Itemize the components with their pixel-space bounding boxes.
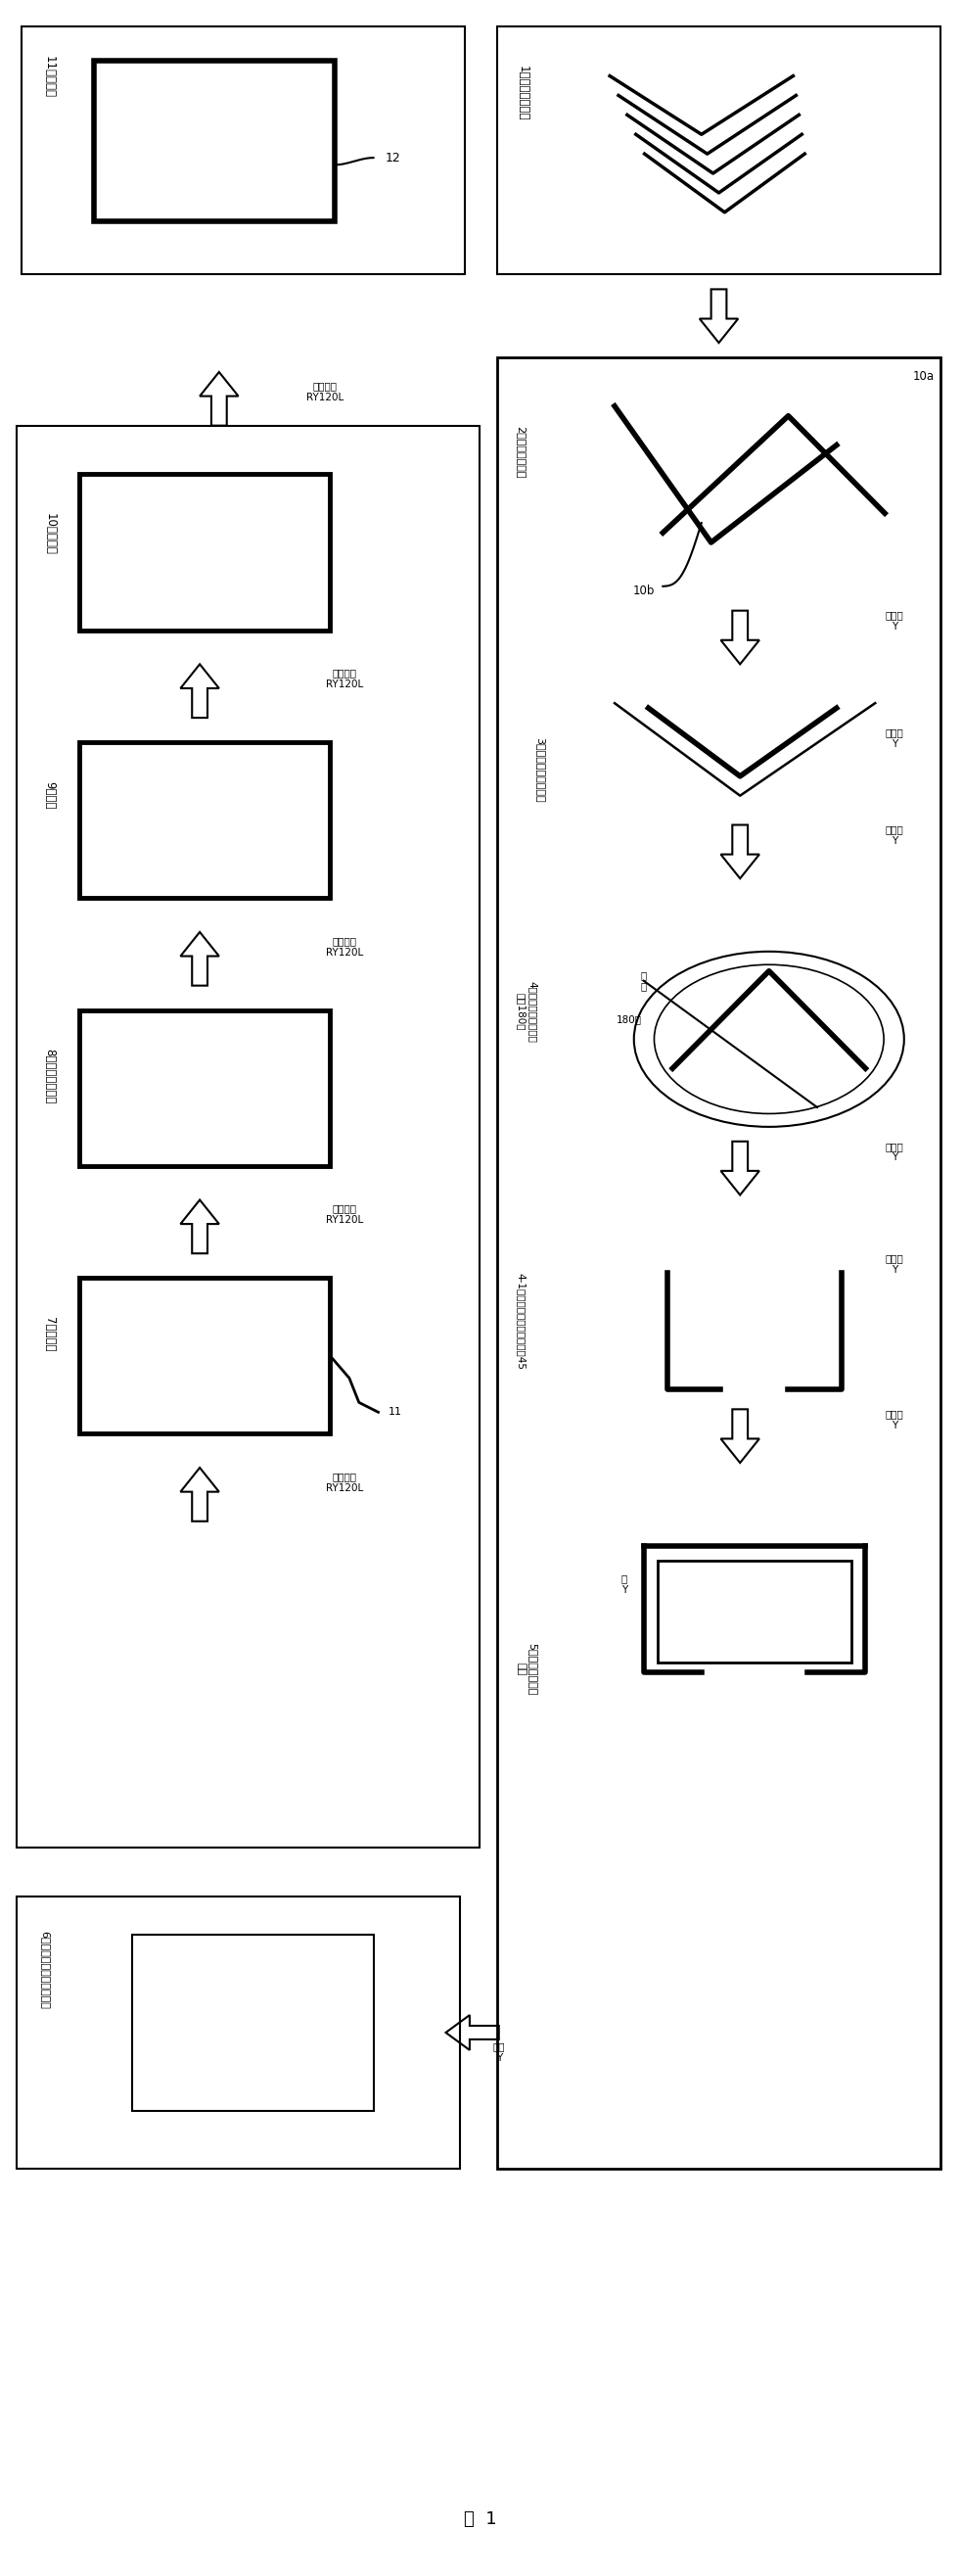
Text: 机械器入
RY120L: 机械器入 RY120L — [326, 1203, 364, 1226]
Text: 机械器
Y: 机械器 Y — [885, 726, 903, 750]
Bar — [497, 26, 941, 276]
Text: 机械器入
RY120L: 机械器入 RY120L — [326, 667, 364, 690]
Text: 参
考: 参 考 — [641, 971, 646, 992]
Bar — [658, 1561, 851, 1662]
Text: 图  1: 图 1 — [464, 2512, 497, 2527]
Text: 机械器
Y: 机械器 Y — [885, 1255, 903, 1275]
Text: 2．拼接弯曲零件: 2．拼接弯曲零件 — [517, 425, 526, 479]
Bar — [497, 358, 941, 2169]
Text: 1．冲压弯曲零件: 1．冲压弯曲零件 — [517, 64, 529, 121]
Text: 11．前壳体: 11．前壳体 — [42, 57, 55, 98]
Bar — [16, 425, 479, 1847]
Text: 11: 11 — [388, 1406, 401, 1417]
Bar — [21, 26, 465, 276]
Text: 机械器入
RY120L: 机械器入 RY120L — [326, 935, 364, 958]
Text: 机械
Y: 机械 Y — [493, 2040, 505, 2063]
Text: 机械器
Y: 机械器 Y — [885, 1409, 903, 1430]
Text: 10．侧别布: 10．侧别布 — [43, 513, 56, 556]
Text: 9．开口: 9．开口 — [43, 781, 56, 809]
Text: 12: 12 — [385, 152, 400, 165]
Text: 量
Y: 量 Y — [621, 1574, 627, 1595]
Text: 机械器
Y: 机械器 Y — [885, 611, 903, 631]
Bar — [79, 474, 330, 631]
Bar — [79, 1278, 330, 1435]
Text: 6．分别从激光束焊接行缘: 6．分别从激光束焊接行缘 — [40, 1929, 50, 2009]
Text: 4-1．旋转分割机械部件旋转45: 4-1．旋转分割机械部件旋转45 — [517, 1273, 526, 1370]
Text: 4．一个分割机械部件
参考180度: 4．一个分割机械部件 参考180度 — [517, 981, 538, 1043]
Text: 机械器入
RY120L: 机械器入 RY120L — [326, 1471, 364, 1494]
Text: 10b: 10b — [633, 585, 654, 598]
Bar — [79, 742, 330, 899]
Text: 8．背框架托架量: 8．背框架托架量 — [43, 1048, 56, 1105]
Text: 机械器入
RY120L: 机械器入 RY120L — [307, 381, 343, 402]
Text: 3．激光对称回落焊接: 3．激光对称回落焊接 — [536, 737, 545, 804]
Text: 机械器
Y: 机械器 Y — [885, 1141, 903, 1162]
Bar — [16, 1896, 460, 2169]
Bar — [93, 59, 335, 222]
Text: 5．分开的分离器
部件: 5．分开的分离器 部件 — [517, 1643, 538, 1695]
Text: 10a: 10a — [913, 371, 934, 384]
Bar — [79, 1010, 330, 1167]
Text: 7．下侧壁: 7．下侧壁 — [43, 1316, 56, 1352]
Text: 机械器
Y: 机械器 Y — [885, 824, 903, 845]
Bar — [132, 1935, 373, 2110]
Text: 180度: 180度 — [617, 1015, 642, 1025]
